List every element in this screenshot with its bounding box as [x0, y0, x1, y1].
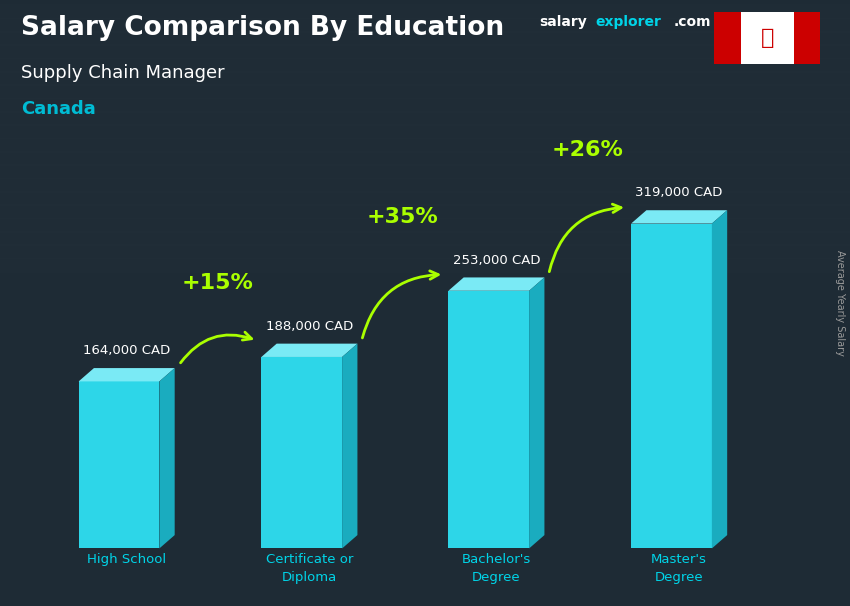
Text: salary: salary [540, 15, 587, 28]
Bar [0, 218, 850, 233]
Bar [0, 191, 850, 206]
Bar [0, 258, 850, 273]
Text: 188,000 CAD: 188,000 CAD [266, 320, 353, 333]
Bar [0, 111, 850, 126]
Polygon shape [449, 291, 529, 548]
Bar [0, 178, 850, 193]
Text: .com: .com [674, 15, 711, 28]
Text: Certificate or
Diploma: Certificate or Diploma [266, 553, 353, 584]
Text: Canada: Canada [21, 100, 96, 118]
Bar [0, 231, 850, 246]
Polygon shape [79, 368, 174, 381]
Bar [0, 151, 850, 166]
Bar [0, 31, 850, 46]
Bar [714, 12, 820, 64]
Text: explorer: explorer [595, 15, 661, 28]
Bar [0, 98, 850, 113]
Text: High School: High School [87, 553, 167, 566]
Bar [0, 164, 850, 179]
Text: Master's
Degree: Master's Degree [651, 553, 707, 584]
Bar [0, 244, 850, 259]
Text: 🍁: 🍁 [761, 28, 774, 48]
Polygon shape [631, 210, 728, 224]
Bar [0, 71, 850, 86]
Text: 164,000 CAD: 164,000 CAD [83, 344, 170, 357]
Bar [0, 138, 850, 153]
Polygon shape [79, 381, 159, 548]
Bar [714, 12, 740, 64]
Text: 253,000 CAD: 253,000 CAD [453, 253, 540, 267]
Bar [0, 58, 850, 73]
Text: +15%: +15% [182, 273, 254, 293]
Text: Bachelor's
Degree: Bachelor's Degree [462, 553, 531, 584]
Text: Salary Comparison By Education: Salary Comparison By Education [21, 15, 504, 41]
Polygon shape [262, 357, 342, 548]
Polygon shape [449, 278, 544, 291]
Bar [0, 44, 850, 59]
Text: Supply Chain Manager: Supply Chain Manager [21, 64, 225, 82]
Polygon shape [711, 210, 728, 548]
Text: +26%: +26% [552, 139, 624, 159]
Polygon shape [262, 344, 357, 357]
Text: 319,000 CAD: 319,000 CAD [636, 186, 722, 199]
Polygon shape [631, 224, 711, 548]
Text: Average Yearly Salary: Average Yearly Salary [835, 250, 845, 356]
Polygon shape [342, 344, 357, 548]
Bar [0, 84, 850, 99]
Bar [794, 12, 820, 64]
Bar [0, 18, 850, 33]
Bar [0, 4, 850, 19]
Bar [0, 124, 850, 139]
Polygon shape [529, 278, 544, 548]
Text: +35%: +35% [367, 207, 439, 227]
Polygon shape [159, 368, 174, 548]
Bar [0, 204, 850, 219]
